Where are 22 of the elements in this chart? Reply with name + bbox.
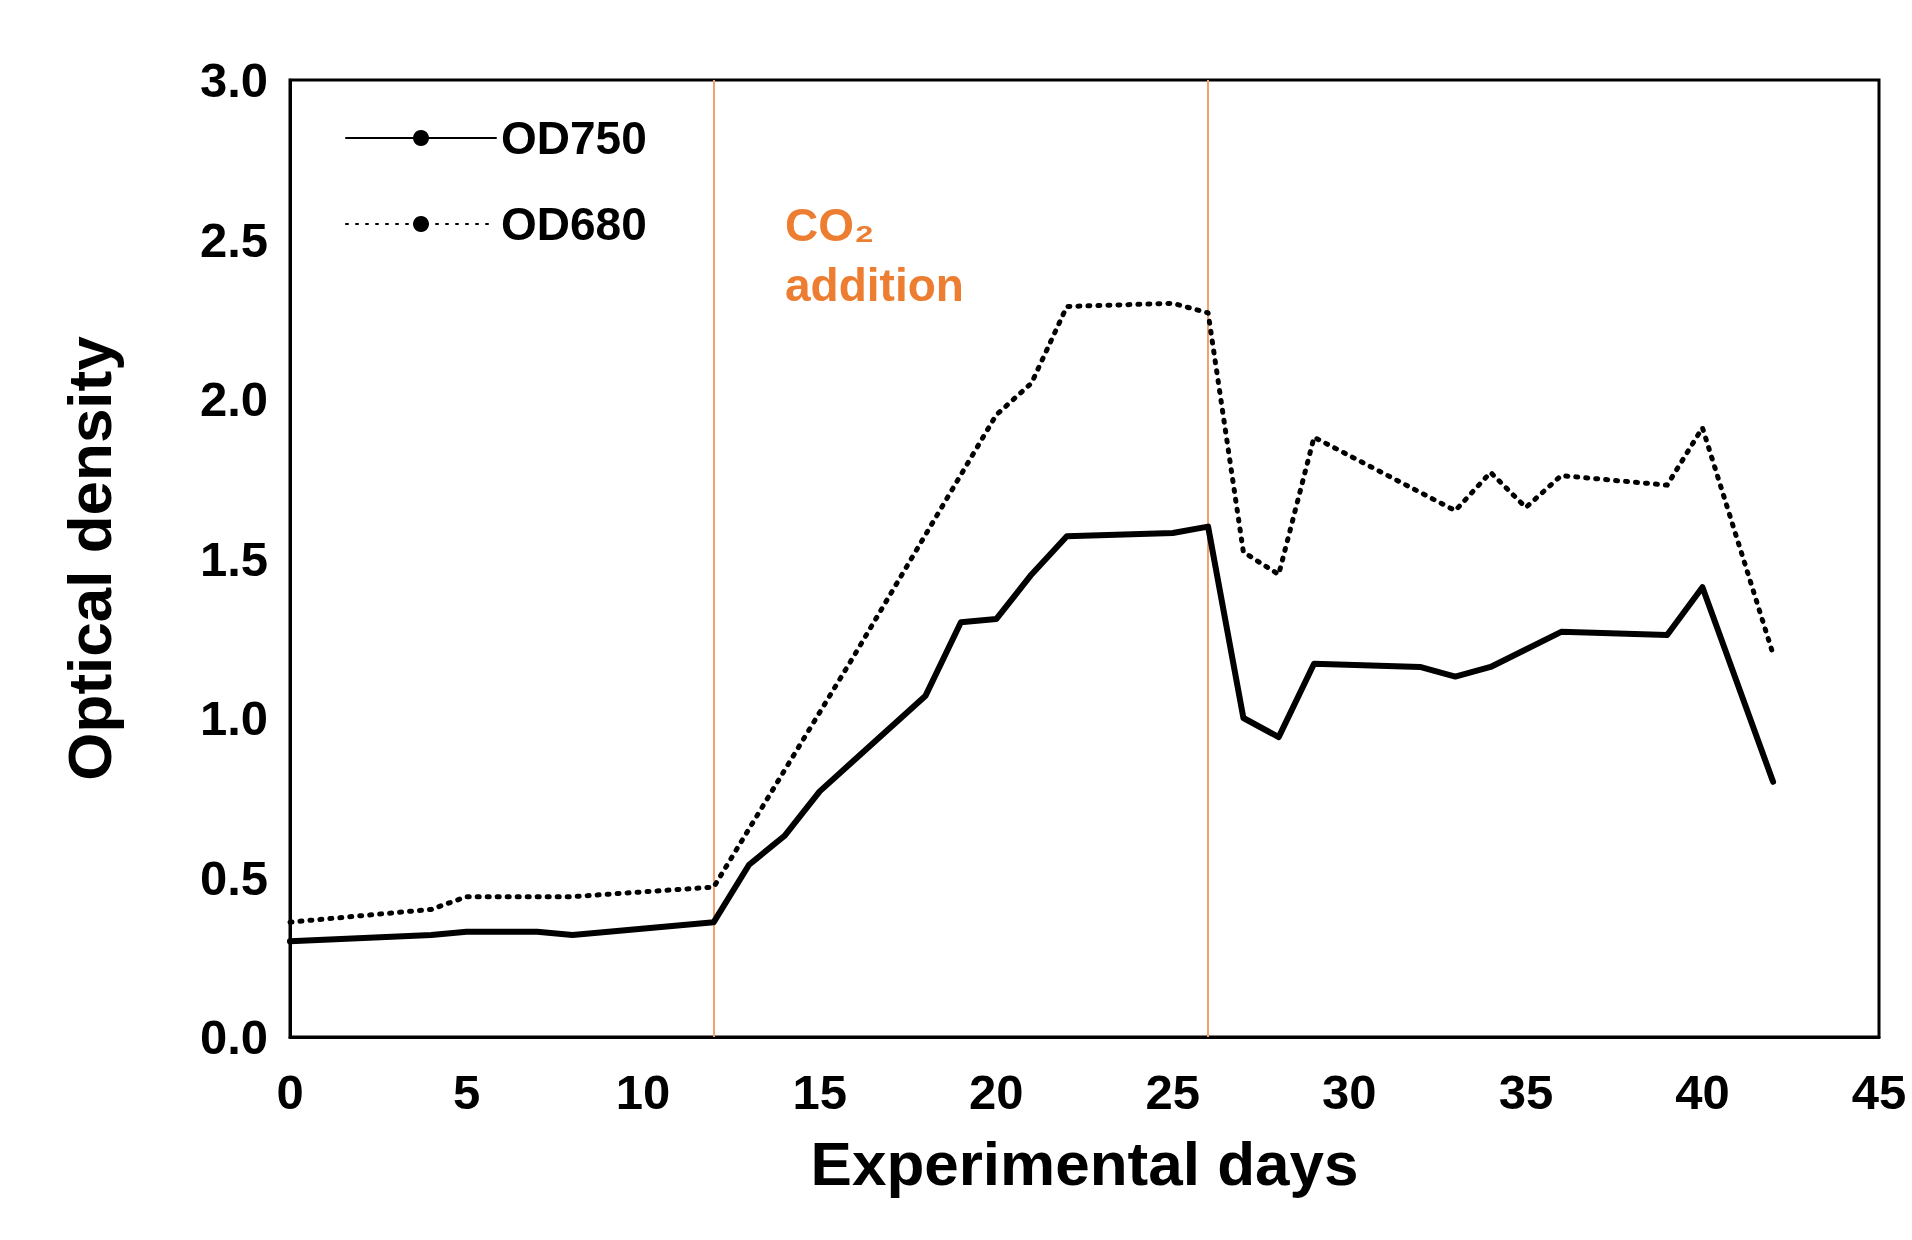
x-tick-label: 45 xyxy=(1851,1064,1907,1119)
x-axis-title: Experimental days xyxy=(810,1128,1359,1198)
x-tick-label: 0 xyxy=(276,1064,304,1119)
y-tick-label: 1.5 xyxy=(199,531,268,586)
x-tick-label: 20 xyxy=(968,1064,1024,1119)
x-tick-label: 10 xyxy=(615,1064,671,1119)
x-tick-label: 15 xyxy=(792,1064,847,1119)
x-tick-label: 25 xyxy=(1145,1064,1201,1119)
legend-label: OD750 xyxy=(501,112,647,164)
y-tick-label: 3.0 xyxy=(199,53,268,107)
x-tick-label: 40 xyxy=(1675,1064,1730,1119)
y-tick-label: 0.0 xyxy=(199,1010,268,1064)
legend-label: OD680 xyxy=(501,198,647,250)
x-tick-label: 35 xyxy=(1498,1064,1554,1119)
y-tick-label: 0.5 xyxy=(199,850,268,905)
y-tick-label: 2.5 xyxy=(199,212,268,267)
y-axis-title: Optical density xyxy=(54,335,124,781)
x-tick-label: 30 xyxy=(1322,1064,1377,1119)
annotation: CO₂ addition xyxy=(785,199,964,311)
x-tick-label: 5 xyxy=(452,1064,481,1119)
y-tick-label: 1.0 xyxy=(199,691,268,745)
y-tick-label: 2.0 xyxy=(199,372,268,426)
